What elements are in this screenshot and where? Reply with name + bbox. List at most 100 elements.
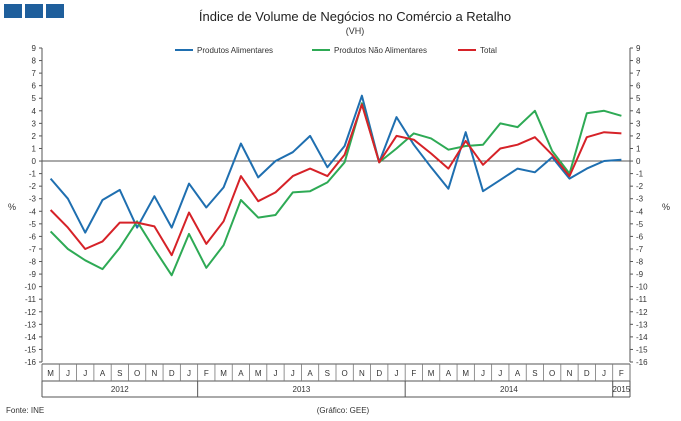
y-tick-label-left: 1 (32, 144, 37, 153)
y-tick-label-left: -2 (29, 182, 37, 191)
y-tick-label-right: -10 (636, 283, 648, 292)
x-tick-label: F (619, 369, 624, 378)
y-tick-label-left: -9 (29, 270, 37, 279)
x-tick-label: A (238, 369, 244, 378)
source-note: Fonte: INE (6, 406, 44, 415)
y-tick-label-left: 0 (32, 157, 37, 166)
y-tick-label-right: 4 (636, 107, 641, 116)
x-tick-label: O (549, 369, 555, 378)
y-tick-label-right: 6 (636, 82, 641, 91)
y-tick-label-left: -13 (24, 320, 36, 329)
chart-title: Índice de Volume de Negócios no Comércio… (199, 9, 511, 24)
logo-block (46, 4, 64, 18)
y-tick-label-left: 4 (32, 107, 37, 116)
x-tick-label: O (134, 369, 140, 378)
y-tick-label-right: -7 (636, 245, 644, 254)
y-tick-label-right: 2 (636, 132, 641, 141)
x-tick-label: S (325, 369, 330, 378)
x-tick-label: J (83, 369, 87, 378)
x-tick-label: J (395, 369, 399, 378)
y-tick-label-right: 1 (636, 144, 641, 153)
y-tick-label-right: -6 (636, 232, 644, 241)
legend-label: Produtos Não Alimentares (334, 46, 427, 55)
x-tick-label: N (359, 369, 365, 378)
y-tick-label-left: -15 (24, 345, 36, 354)
y-tick-label-left: -7 (29, 245, 37, 254)
x-tick-label: F (411, 369, 416, 378)
x-tick-label: D (169, 369, 175, 378)
y-tick-label-left: -5 (29, 220, 37, 229)
chart-subtitle: (VH) (346, 26, 365, 36)
x-tick-label: S (532, 369, 537, 378)
legend-label: Total (480, 46, 497, 55)
y-tick-label-left: -12 (24, 308, 36, 317)
y-tick-label-left: 5 (32, 94, 37, 103)
y-tick-label-right: 8 (636, 57, 641, 66)
y-tick-label-left: 2 (32, 132, 37, 141)
y-tick-label-left: -16 (24, 358, 36, 367)
y-tick-label-left: -14 (24, 333, 36, 342)
y-tick-label-right: -15 (636, 345, 648, 354)
x-tick-label: D (584, 369, 590, 378)
x-tick-label: M (462, 369, 469, 378)
logo-block (4, 4, 22, 18)
y-tick-label-right: 7 (636, 69, 641, 78)
series-line (49, 103, 622, 257)
y-tick-label-right: -5 (636, 220, 644, 229)
y-tick-label-right: 9 (636, 44, 641, 53)
y-tick-label-left: 3 (32, 119, 37, 128)
y-axis-label-right: % (662, 202, 670, 212)
x-tick-label: A (307, 369, 313, 378)
x-tick-label: A (100, 369, 106, 378)
y-tick-label-left: 7 (32, 69, 37, 78)
y-tick-label-left: -8 (29, 258, 37, 267)
x-tick-label: J (273, 369, 277, 378)
y-tick-label-right: -3 (636, 195, 644, 204)
y-tick-label-left: -6 (29, 232, 37, 241)
x-tick-label: O (342, 369, 348, 378)
y-tick-label-left: 9 (32, 44, 37, 53)
x-tick-label: J (481, 369, 485, 378)
x-tick-label: M (47, 369, 54, 378)
x-tick-label: D (376, 369, 382, 378)
y-tick-label-right: -12 (636, 308, 648, 317)
x-tick-label: M (220, 369, 227, 378)
logo-block (25, 4, 43, 18)
series-line (49, 102, 622, 277)
x-tick-label: J (291, 369, 295, 378)
y-tick-label-left: -1 (29, 170, 37, 179)
x-tick-label: F (204, 369, 209, 378)
x-tick-label: J (498, 369, 502, 378)
chart-credit: (Gráfico: GEE) (317, 406, 370, 415)
legend: Produtos Alimentares Produtos Não Aliment… (175, 46, 497, 55)
x-tick-label: S (117, 369, 122, 378)
series-line (49, 94, 622, 234)
y-tick-label-right: 0 (636, 157, 641, 166)
y-tick-label-left: -11 (25, 295, 37, 304)
y-tick-label-left: -4 (29, 207, 37, 216)
logo (4, 4, 64, 18)
y-axis-label-left: % (8, 202, 16, 212)
y-tick-label-right: -13 (636, 320, 648, 329)
y-tick-label-right: 5 (636, 94, 641, 103)
y-tick-label-right: -1 (636, 170, 644, 179)
year-label: 2013 (293, 385, 311, 394)
y-tick-label-left: -10 (24, 283, 36, 292)
x-tick-label: N (152, 369, 158, 378)
y-tick-label-left: 8 (32, 57, 37, 66)
x-tick-label: A (515, 369, 521, 378)
x-tick-label: J (602, 369, 606, 378)
y-tick-label-right: -2 (636, 182, 644, 191)
x-tick-label: N (567, 369, 573, 378)
x-tick-label: M (255, 369, 262, 378)
x-tick-label: J (187, 369, 191, 378)
year-label: 2015 (612, 385, 630, 394)
year-label: 2014 (500, 385, 518, 394)
x-tick-label: J (66, 369, 70, 378)
legend-label: Produtos Alimentares (197, 46, 273, 55)
year-label: 2012 (111, 385, 129, 394)
y-tick-label-right: -9 (636, 270, 644, 279)
y-tick-label-right: -14 (636, 333, 648, 342)
x-tick-label: M (428, 369, 435, 378)
